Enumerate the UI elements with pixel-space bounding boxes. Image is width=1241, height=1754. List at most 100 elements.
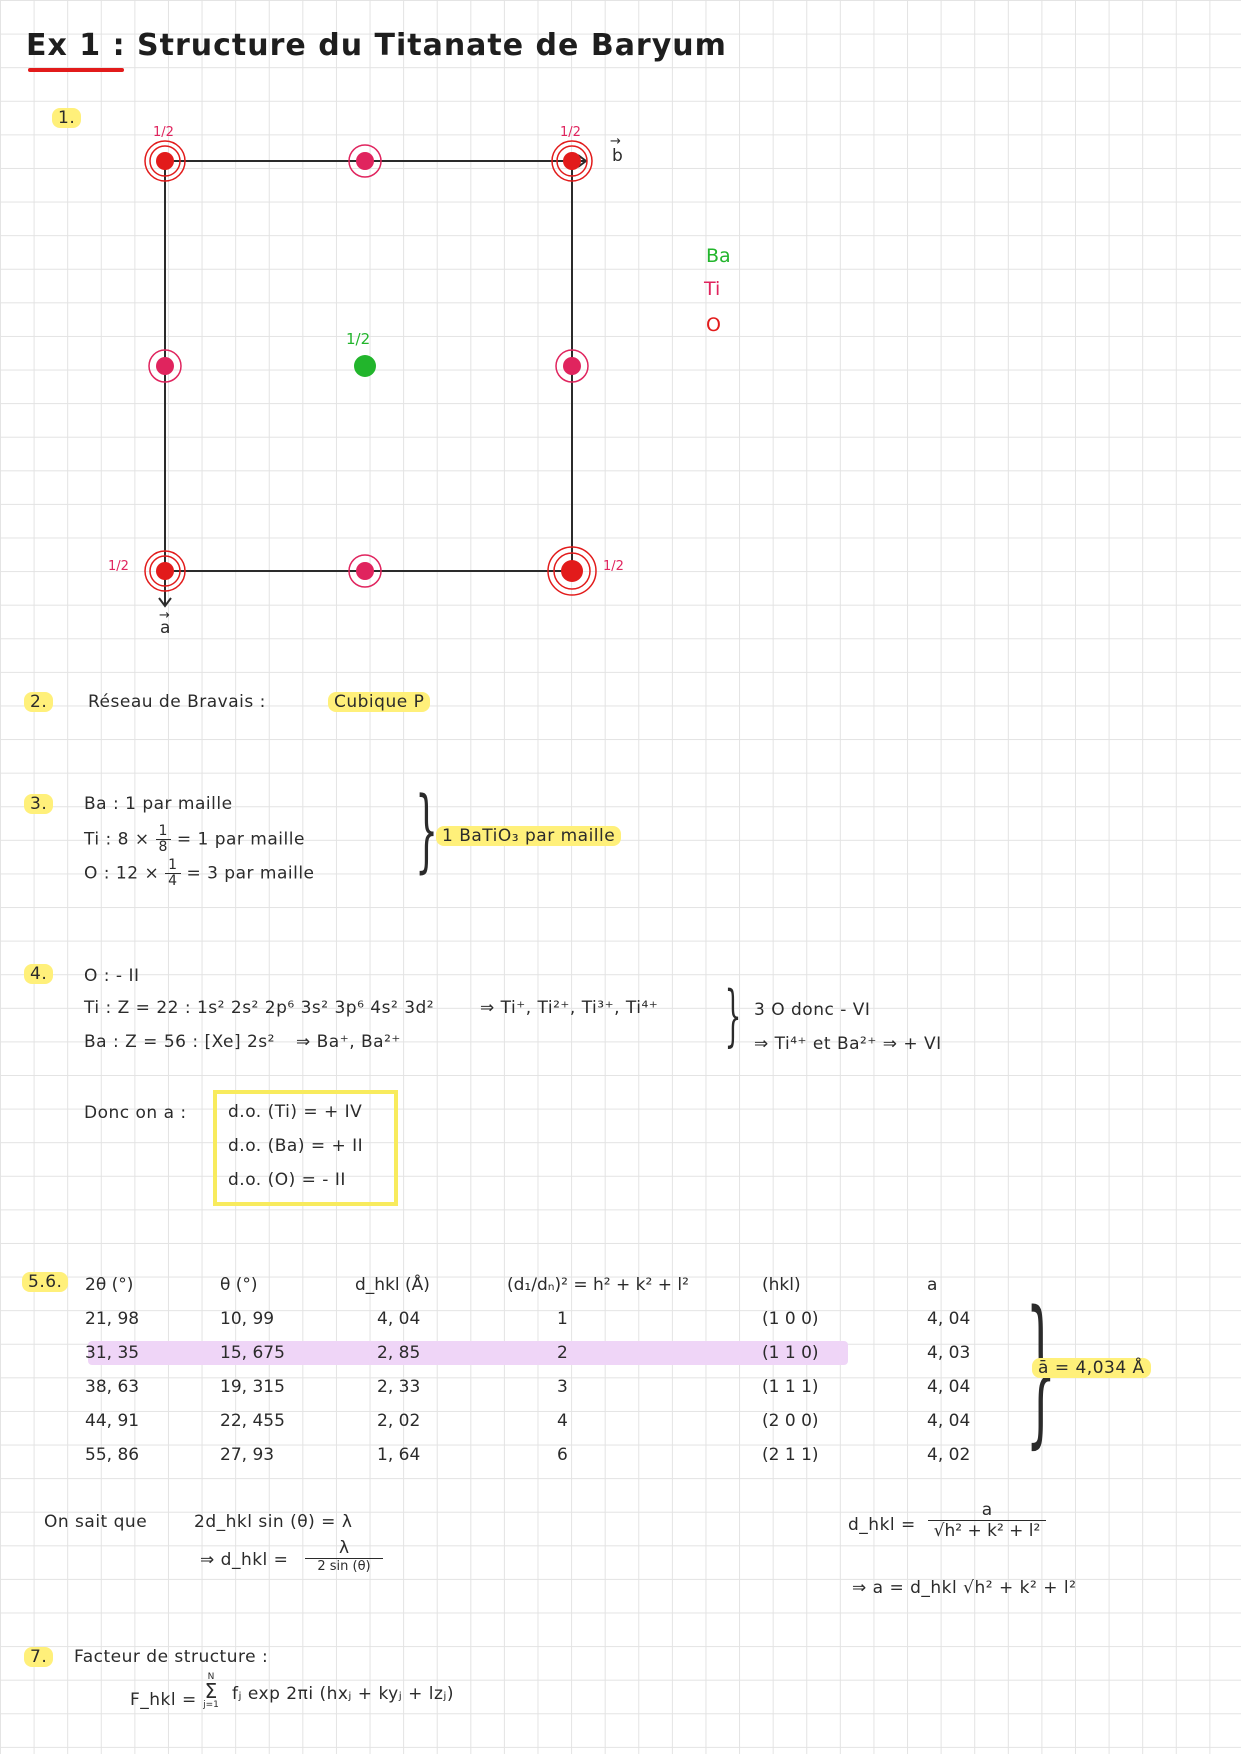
q3-ti-prefix: Ti : 8 × (84, 829, 150, 850)
q4-number: 4. (24, 964, 54, 984)
q4-result-box (213, 1090, 398, 1206)
col-header: (d₁/dₙ)² = h² + k² + l² (507, 1275, 689, 1295)
cell: 2, 02 (377, 1411, 421, 1431)
edge-atom (148, 349, 182, 383)
cell: 2, 85 (377, 1343, 421, 1363)
cell: 4, 04 (927, 1377, 971, 1397)
corner-label: 1/2 (108, 559, 129, 574)
edge-atom (348, 554, 382, 588)
q4-donc: Donc on a : (84, 1103, 187, 1123)
q4-right-1: 3 O donc - VI (754, 1000, 871, 1020)
q56-cubic-fraction: a √h² + k² + l² (928, 1500, 1046, 1541)
q56-number: 5.6. (22, 1272, 69, 1292)
q3-conclusion: 1 BaTiO₃ par maille (436, 826, 622, 846)
cell: (1 1 1) (762, 1377, 819, 1397)
q3-ba-line: Ba : 1 par maille (84, 794, 233, 814)
col-header: θ (°) (220, 1275, 258, 1295)
q4-do-o: d.o. (O) = - II (228, 1170, 346, 1190)
q2-label: Réseau de Bravais : (88, 692, 266, 712)
cell: 4, 04 (927, 1411, 971, 1431)
cell: 2 (557, 1343, 568, 1363)
cell: 27, 93 (220, 1445, 275, 1465)
q7-sum-bottom: j=1 (203, 1700, 219, 1710)
corner-atom (547, 546, 597, 596)
q2-answer: Cubique P (328, 692, 431, 712)
vector-a-arrow: → (159, 608, 170, 623)
q4-right-2: ⇒ Ti⁴⁺ et Ba²⁺ ⇒ + VI (754, 1034, 942, 1054)
cell: (2 0 0) (762, 1411, 819, 1431)
corner-atom (144, 140, 186, 182)
q56-cubic-lhs: d_hkl = (848, 1515, 916, 1535)
corner-atom (551, 140, 593, 182)
q4-do-ti: d.o. (Ti) = + IV (228, 1102, 363, 1122)
q3-o-suffix: = 3 par maille (186, 863, 315, 884)
cell: 44, 91 (85, 1411, 140, 1431)
vector-a-label: a (160, 618, 171, 638)
legend-ba: Ba (706, 245, 731, 267)
corner-atom (144, 550, 186, 592)
q7-formula-lhs: F_hkl = (130, 1690, 197, 1710)
q4-ti-line: Ti : Z = 22 : 1s² 2s² 2p⁶ 3s² 3p⁶ 4s² 3d… (84, 998, 435, 1018)
edge-atom (348, 144, 382, 178)
cell: 1, 64 (377, 1445, 421, 1465)
table-row: 44, 91 22, 455 2, 02 4 (2 0 0) 4, 04 (85, 1404, 1007, 1438)
col-header: (hkl) (762, 1275, 801, 1295)
q1-number: 1. (52, 108, 82, 128)
center-atom (354, 355, 376, 377)
cell: 1 (557, 1309, 568, 1329)
col-header: a (927, 1275, 938, 1295)
unit-cell-diagram (144, 140, 597, 608)
vector-b-label: b (612, 146, 624, 166)
q7-sum-top: N (207, 1672, 215, 1682)
q56-cubic-num: a (928, 1500, 1046, 1521)
cell: 4, 04 (377, 1309, 421, 1329)
q4-ba-line: Ba : Z = 56 : [Xe] 2s² (84, 1032, 275, 1052)
q56-dhkl-fraction: λ 2 sin (θ) (305, 1538, 383, 1574)
q7-sum: N Σ j=1 (200, 1672, 222, 1710)
q56-dhkl-num: λ (305, 1538, 383, 1559)
cell: 19, 315 (220, 1377, 285, 1397)
q4-ba-ions: ⇒ Ba⁺, Ba²⁺ (296, 1032, 401, 1052)
q2-number: 2. (24, 692, 54, 712)
table-row: 38, 63 19, 315 2, 33 3 (1 1 1) 4, 04 (85, 1370, 1007, 1404)
cell: 21, 98 (85, 1309, 140, 1329)
corner-label: 1/2 (560, 125, 581, 140)
table-row: 55, 86 27, 93 1, 64 6 (2 1 1) 4, 02 (85, 1438, 1007, 1472)
table-row: 21, 98 10, 99 4, 04 1 (1 0 0) 4, 04 (85, 1302, 1007, 1336)
cell: 22, 455 (220, 1411, 285, 1431)
q3-o-prefix: O : 12 × (84, 863, 160, 884)
cell: 15, 675 (220, 1343, 285, 1363)
cell: (2 1 1) (762, 1445, 819, 1465)
q56-a-eq: ⇒ a = d_hkl √h² + k² + l² (852, 1578, 1077, 1598)
q7-number: 7. (24, 1647, 54, 1667)
q56-mean: ā = 4,034 Å (1032, 1358, 1151, 1378)
q3-number: 3. (24, 794, 54, 814)
title-underline (28, 68, 124, 72)
cell: 38, 63 (85, 1377, 140, 1397)
cell: 4 (557, 1411, 568, 1431)
legend-ti: Ti (704, 278, 721, 300)
cell: 6 (557, 1445, 568, 1465)
cell: 55, 86 (85, 1445, 140, 1465)
col-header: 2θ (°) (85, 1275, 134, 1295)
q4-o-line: O : - II (84, 966, 140, 986)
cell: (1 0 0) (762, 1309, 819, 1329)
sigma-symbol: Σ (204, 1679, 218, 1703)
center-label: 1/2 (346, 330, 371, 348)
cell: (1 1 0) (762, 1343, 819, 1363)
corner-label: 1/2 (153, 125, 174, 140)
col-header: d_hkl (Å) (355, 1275, 430, 1295)
cell: 2, 33 (377, 1377, 421, 1397)
cell: 4, 03 (927, 1343, 971, 1363)
q7-label: Facteur de structure : (74, 1647, 269, 1667)
q4-ti-ions: ⇒ Ti⁺, Ti²⁺, Ti³⁺, Ti⁴⁺ (480, 998, 659, 1018)
q3-brace: } (415, 778, 439, 883)
diffraction-table: 2θ (°) θ (°) d_hkl (Å) (d₁/dₙ)² = h² + k… (85, 1268, 1007, 1472)
table-header: 2θ (°) θ (°) d_hkl (Å) (d₁/dₙ)² = h² + k… (85, 1268, 1007, 1302)
q56-cubic-den: √h² + k² + l² (933, 1521, 1041, 1541)
q3-ti-suffix: = 1 par maille (176, 829, 305, 850)
page-title: Ex 1 : Structure du Titanate de Baryum (26, 28, 727, 63)
